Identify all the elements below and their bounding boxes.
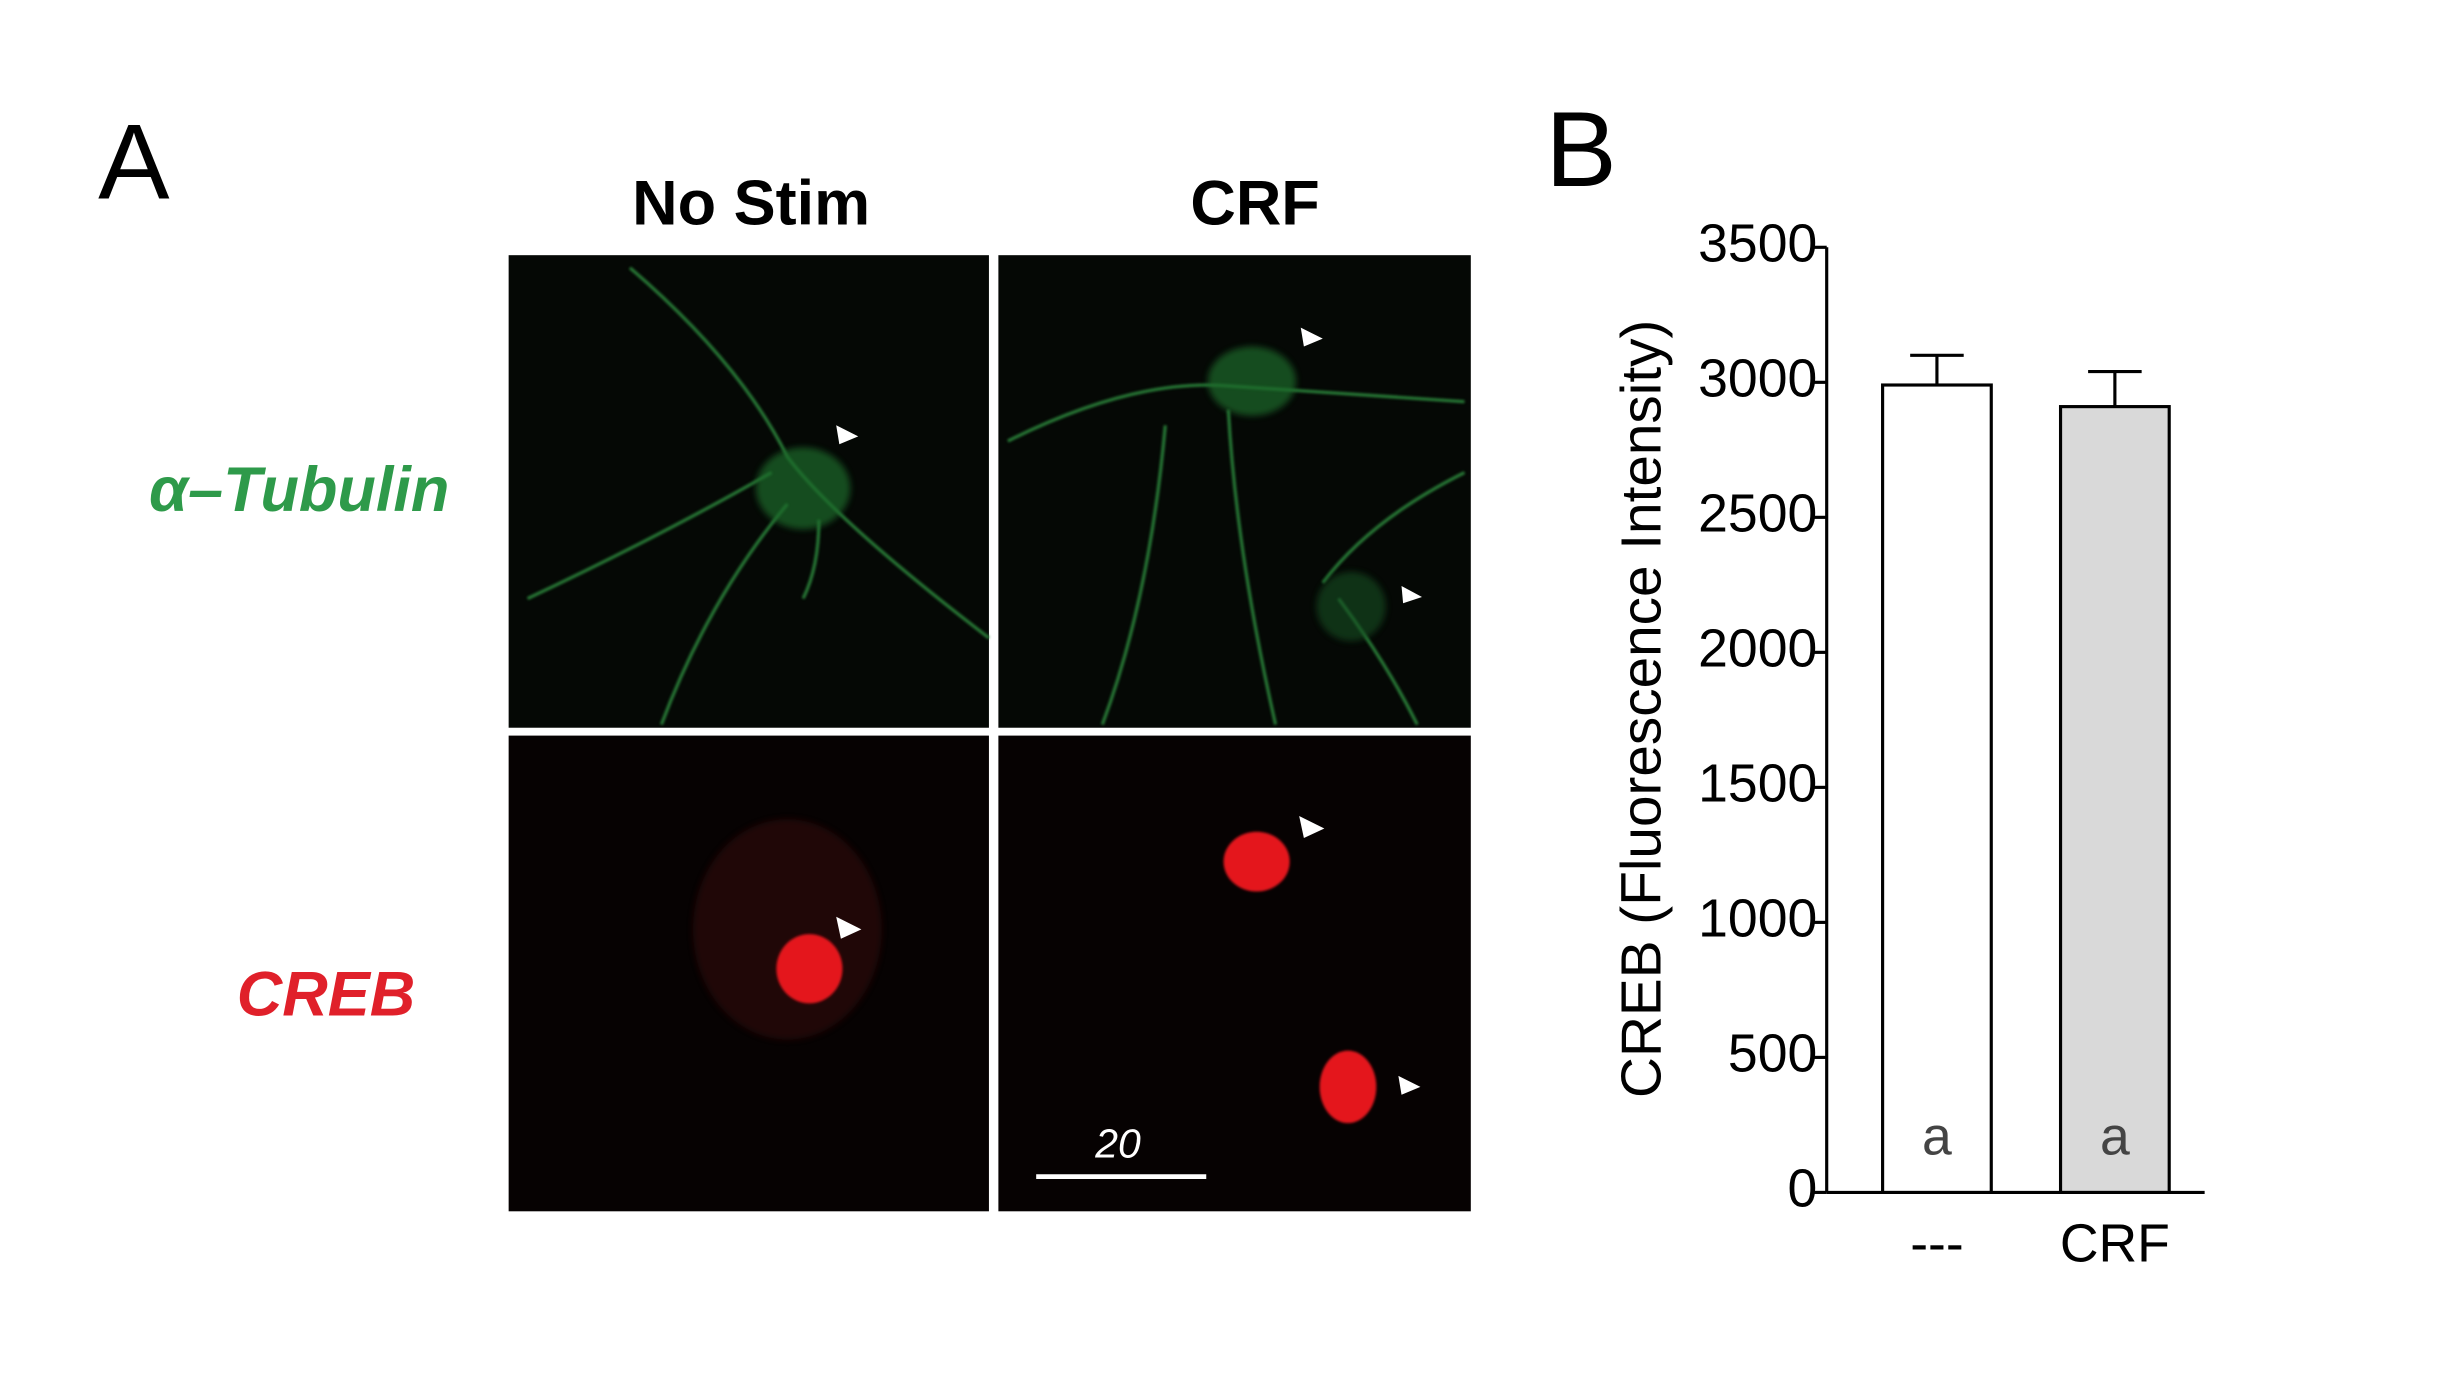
- x-tick-label: ---: [1910, 1215, 1963, 1274]
- column-header: No Stim: [632, 169, 870, 239]
- y-tick-label: 1500: [1698, 754, 1817, 813]
- micrograph-grid: 20: [508, 255, 1471, 1212]
- bar: [1881, 383, 1993, 1194]
- nucleus: [1319, 1050, 1377, 1124]
- nucleus: [1223, 831, 1290, 892]
- y-tick-label: 0: [1787, 1160, 1817, 1219]
- arrowheads: [836, 327, 1422, 1095]
- cell-body: [1316, 571, 1386, 642]
- y-tick-label: 3000: [1698, 349, 1817, 408]
- y-tick-label: 1000: [1698, 890, 1817, 949]
- micrograph: [998, 735, 1471, 1212]
- bar-annotation: a: [2100, 1108, 2130, 1167]
- row-label: CREB: [237, 959, 415, 1029]
- row-label: α–Tubulin: [149, 455, 449, 525]
- micrograph: [508, 255, 989, 728]
- nucleus: [776, 934, 843, 1004]
- panel-label: B: [1545, 89, 1616, 209]
- scale-bar-label: 20: [1094, 1121, 1141, 1167]
- y-axis-title: CREB (Fluorescence Intensity): [1611, 320, 1674, 1098]
- bar-annotation: a: [1922, 1108, 1952, 1167]
- y-tick-label: 500: [1728, 1025, 1817, 1084]
- cell-body: [755, 447, 851, 530]
- cell-body: [1207, 346, 1297, 416]
- column-header: CRF: [1190, 169, 1319, 239]
- y-tick-label: 3500: [1698, 214, 1817, 273]
- y-tick-label: 2000: [1698, 619, 1817, 678]
- x-tick-label: CRF: [2060, 1215, 2170, 1274]
- y-tick-label: 2500: [1698, 484, 1817, 543]
- bar: [2058, 405, 2171, 1194]
- panel-label: A: [98, 101, 170, 221]
